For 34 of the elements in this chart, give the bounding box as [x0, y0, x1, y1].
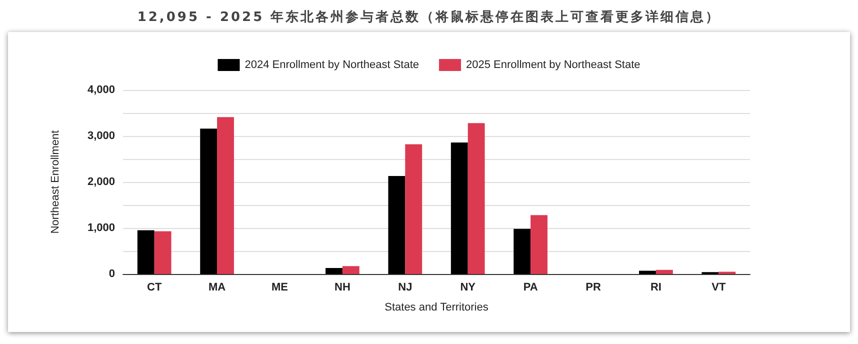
bar — [388, 176, 406, 274]
chart-title: 12,095 - 2025 年东北各州参与者总数（将鼠标悬停在图表上可查看更多详细信息） — [136, 8, 722, 26]
y-tick-label: 0 — [108, 268, 115, 280]
bar — [530, 215, 548, 274]
x-tick-label: NH — [334, 282, 350, 294]
bar — [342, 266, 360, 274]
x-tick-label: NJ — [398, 282, 412, 294]
x-tick-label: ME — [272, 282, 288, 294]
legend-label: 2024 Enrollment by Northeast State — [244, 59, 419, 71]
x-tick-label: VT — [712, 282, 726, 294]
x-tick-label: CT — [147, 282, 162, 294]
bar — [405, 144, 422, 274]
bar — [200, 128, 218, 274]
bar — [656, 270, 673, 274]
y-tick-label: 3,000 — [87, 130, 115, 142]
x-tick-label: RI — [650, 282, 662, 294]
bar — [639, 270, 656, 274]
bar — [326, 268, 342, 274]
x-axis-title: States and Territories — [384, 302, 489, 314]
y-axis-title: Northeast Enrollment — [50, 130, 62, 234]
bar — [514, 228, 531, 274]
x-tick-label: PR — [586, 282, 601, 294]
bar — [468, 123, 485, 274]
legend-label: 2025 Enrollment by Northeast State — [466, 59, 640, 71]
y-tick-label: 2,000 — [87, 176, 115, 188]
y-tick-label: 1,000 — [87, 222, 115, 234]
y-tick-label: 4,000 — [87, 84, 115, 96]
x-tick-label: MA — [208, 282, 226, 294]
x-tick-label: PA — [523, 282, 538, 294]
bar — [217, 117, 234, 274]
bar — [137, 230, 154, 274]
bar — [154, 231, 172, 274]
x-tick-label: NY — [460, 282, 476, 294]
bar — [450, 142, 468, 274]
